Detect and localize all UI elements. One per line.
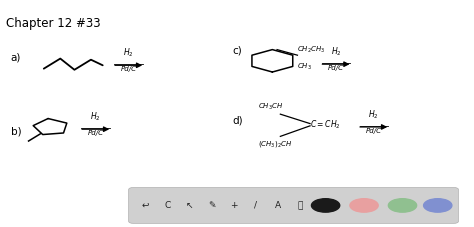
Text: Pd/C: Pd/C [88,130,104,136]
Text: A: A [275,201,281,210]
Circle shape [311,199,340,212]
Text: C: C [164,201,170,210]
Text: d): d) [232,115,243,125]
Text: ✎: ✎ [208,201,215,210]
Text: c): c) [232,46,242,56]
Text: b): b) [11,126,21,136]
Text: $H_2$: $H_2$ [91,110,101,123]
Text: ↖: ↖ [186,201,193,210]
Text: +: + [230,201,237,210]
FancyBboxPatch shape [128,188,458,223]
Text: $CH_3CH$: $CH_3CH$ [258,102,283,112]
Text: Pd/C: Pd/C [328,65,344,71]
Text: a): a) [11,52,21,62]
Text: $CH_2CH_3$: $CH_2CH_3$ [297,44,325,55]
Text: $H_2$: $H_2$ [123,47,134,59]
Text: ⬛: ⬛ [297,201,302,210]
Text: $(CH_3)_2CH$: $(CH_3)_2CH$ [258,139,292,149]
Text: Pd/C: Pd/C [365,128,382,134]
Text: Chapter 12 #33: Chapter 12 #33 [6,17,101,30]
Text: $C{=}CH_2$: $C{=}CH_2$ [310,118,341,131]
Text: /: / [254,201,257,210]
Circle shape [350,199,378,212]
Circle shape [424,199,452,212]
Text: $H_2$: $H_2$ [331,45,341,58]
Text: Pd/C: Pd/C [120,67,137,72]
Circle shape [388,199,417,212]
Text: $H_2$: $H_2$ [368,108,379,121]
Text: ↩: ↩ [141,201,149,210]
Text: $CH_3$: $CH_3$ [297,62,312,72]
